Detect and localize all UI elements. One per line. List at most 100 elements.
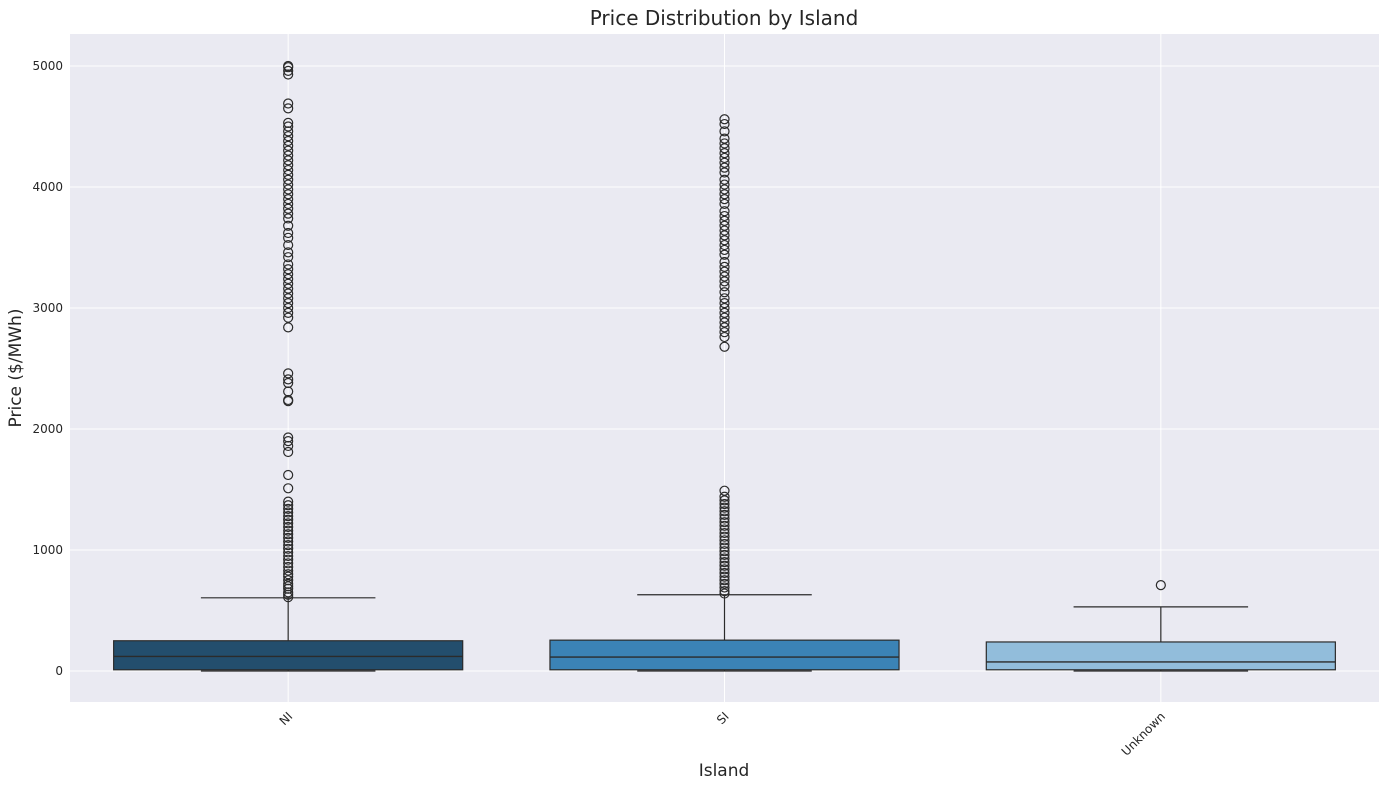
- box-iqr: [113, 640, 464, 671]
- outlier-point: [283, 374, 294, 385]
- outlier-point: [283, 322, 294, 333]
- outlier-point: [283, 446, 294, 458]
- chart-title: Price Distribution by Island: [590, 6, 859, 30]
- outlier-point: [719, 586, 730, 597]
- outlier-point: [719, 152, 730, 164]
- box-ni: [113, 60, 464, 672]
- outlier-point: [283, 432, 294, 443]
- outlier-point: [283, 554, 294, 565]
- outlier-point: [283, 436, 294, 447]
- outlier-point: [719, 564, 730, 575]
- outlier-point: [719, 322, 730, 333]
- outlier-point: [719, 307, 730, 318]
- outlier-point: [719, 331, 730, 343]
- outlier-point: [283, 368, 294, 379]
- outlier-point: [719, 174, 730, 185]
- outlier-point: [719, 225, 730, 236]
- outlier-point: [719, 517, 730, 528]
- outlier-point: [719, 571, 730, 582]
- y-tick-label: 1000: [32, 543, 63, 557]
- outlier-point: [719, 143, 730, 154]
- outlier-point: [719, 567, 730, 579]
- outlier-point: [283, 558, 294, 569]
- outlier-point: [719, 184, 730, 195]
- outlier-point: [719, 133, 730, 144]
- x-tick-labels: NI SI Unknown: [277, 709, 1168, 758]
- outlier-point: [719, 138, 730, 149]
- outlier-point: [283, 500, 294, 511]
- outlier-point: [283, 536, 294, 547]
- outlier-point: [283, 543, 294, 554]
- outlier-point: [719, 276, 730, 287]
- outlier-point: [283, 135, 294, 147]
- outlier-point: [283, 160, 294, 171]
- outlier-point: [719, 485, 730, 496]
- outlier-point: [283, 220, 294, 231]
- outlier-point: [283, 547, 294, 558]
- outlier-point: [283, 131, 294, 142]
- outlier-point: [719, 527, 730, 539]
- outlier-point: [283, 213, 294, 224]
- x-tick-label: NI: [277, 709, 296, 728]
- outlier-point: [283, 65, 294, 76]
- outlier-point: [719, 114, 730, 125]
- outlier-point: [719, 556, 730, 568]
- outlier-point: [283, 179, 294, 190]
- outlier-point: [283, 184, 294, 195]
- outlier-point: [719, 341, 730, 352]
- outlier-point: [283, 293, 294, 304]
- outlier-point: [283, 198, 294, 210]
- outlier-point: [283, 203, 294, 214]
- outlier-point: [283, 550, 294, 562]
- outlier-point: [283, 103, 294, 114]
- outlier-point: [283, 514, 294, 525]
- outlier-point: [719, 546, 730, 557]
- outlier-point: [283, 264, 294, 275]
- outlier-point: [719, 281, 730, 292]
- outlier-point: [719, 126, 730, 137]
- outlier-point: [283, 150, 294, 161]
- outlier-point: [719, 194, 730, 205]
- outlier-point: [719, 148, 730, 159]
- outlier-point: [283, 140, 294, 151]
- outlier-point: [283, 518, 294, 529]
- outlier-point: [719, 524, 730, 535]
- outlier-point: [283, 194, 294, 205]
- outlier-point: [719, 513, 730, 524]
- outlier-point: [719, 327, 730, 338]
- outlier-point: [283, 155, 294, 166]
- outlier-point: [719, 575, 730, 586]
- outlier-point: [283, 483, 294, 494]
- outlier-point: [283, 232, 294, 243]
- y-tick-labels: 0 1000 2000 3000 4000 5000: [32, 59, 63, 678]
- x-tick-label: SI: [714, 709, 732, 727]
- outlier-point: [283, 164, 294, 176]
- outlier-point: [283, 540, 294, 551]
- y-tick-label: 0: [55, 664, 63, 678]
- outlier-point: [283, 565, 294, 576]
- y-tick-label: 3000: [32, 301, 63, 315]
- outlier-point: [283, 507, 294, 518]
- outlier-point: [719, 189, 730, 200]
- outlier-point: [719, 302, 730, 314]
- outlier-point: [283, 503, 294, 514]
- outlier-point: [283, 239, 294, 251]
- y-tick-label: 2000: [32, 422, 63, 436]
- x-tick-label: Unknown: [1119, 709, 1168, 758]
- outlier-point: [719, 239, 730, 251]
- outlier-point: [719, 506, 730, 517]
- outlier-point: [719, 157, 730, 168]
- outlier-point: [719, 549, 730, 560]
- outlier-point: [283, 561, 294, 573]
- outlier-point: [719, 235, 730, 246]
- outlier-point: [283, 529, 294, 540]
- outlier-point: [719, 210, 730, 222]
- outlier-point: [283, 273, 294, 285]
- outlier-point: [719, 588, 730, 599]
- outlier-point: [719, 317, 730, 328]
- y-tick-label: 4000: [32, 180, 63, 194]
- outlier-point: [719, 538, 730, 550]
- outlier-point: [719, 293, 730, 304]
- x-axis-title: Island: [699, 761, 750, 781]
- outlier-point: [719, 266, 730, 277]
